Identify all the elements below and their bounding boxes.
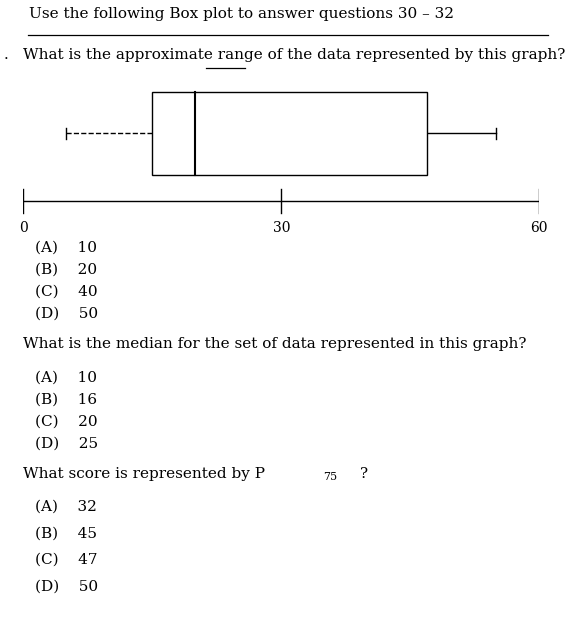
Text: (C)    40: (C) 40	[35, 285, 98, 299]
Text: (D)    25: (D) 25	[35, 436, 98, 451]
Text: (B)    45: (B) 45	[35, 527, 97, 540]
Text: (D)    50: (D) 50	[35, 307, 98, 321]
Text: What is the approximate range of the data represented by this graph?: What is the approximate range of the dat…	[23, 48, 566, 62]
Text: .: .	[4, 48, 8, 62]
Bar	[152, 91, 427, 176]
Text: ?: ?	[360, 467, 368, 481]
Text: (A)    32: (A) 32	[35, 499, 97, 514]
Text: 60: 60	[530, 221, 548, 235]
Text: (D)    50: (D) 50	[35, 580, 98, 594]
Text: (C)    20: (C) 20	[35, 415, 98, 429]
Text: (A)    10: (A) 10	[35, 241, 97, 255]
Text: (A)    10: (A) 10	[35, 371, 97, 385]
Text: 75: 75	[323, 472, 338, 481]
Text: (C)    47: (C) 47	[35, 553, 98, 567]
Text: 30: 30	[272, 221, 290, 235]
Text: What is the median for the set of data represented in this graph?: What is the median for the set of data r…	[23, 337, 527, 351]
Text: (B)    16: (B) 16	[35, 393, 97, 407]
Text: (B)    20: (B) 20	[35, 263, 97, 277]
Text: Use the following Box plot to answer questions 30 – 32: Use the following Box plot to answer que…	[29, 7, 454, 21]
Text: What score is represented by P: What score is represented by P	[23, 467, 265, 481]
Text: 0: 0	[19, 221, 28, 235]
